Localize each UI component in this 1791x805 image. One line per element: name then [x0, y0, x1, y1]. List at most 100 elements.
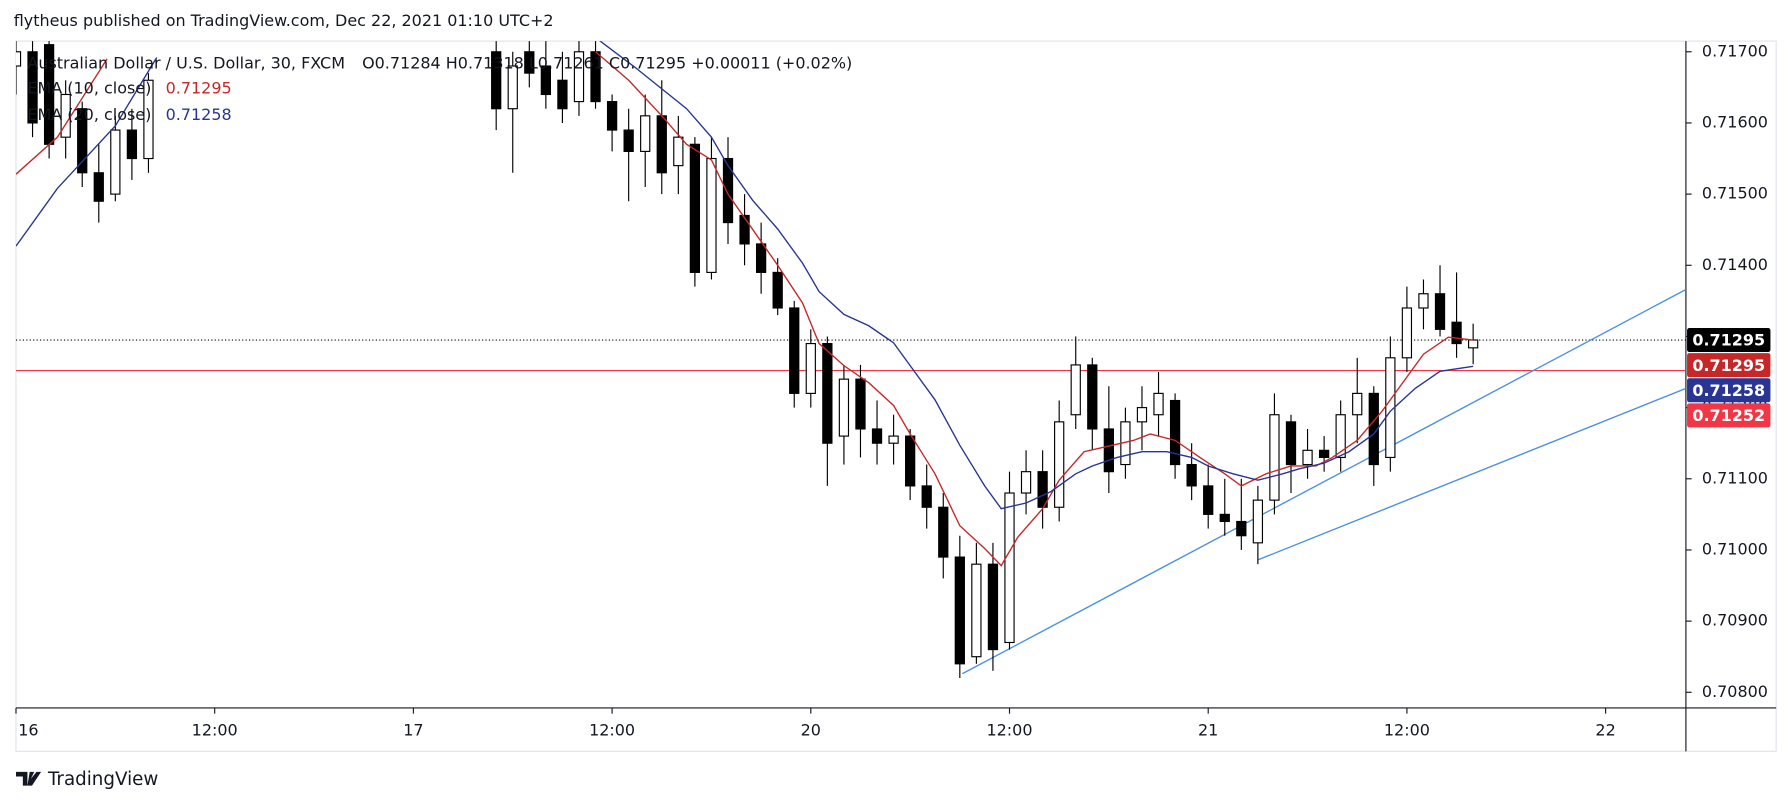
candle-body — [689, 143, 701, 273]
footer-text: TradingView — [47, 769, 158, 790]
candle-body — [656, 115, 667, 174]
y-tick-label: 0.71500 — [1702, 184, 1768, 203]
candle-body — [1418, 293, 1429, 309]
x-tick-label: 20 — [801, 720, 821, 739]
y-tick-label: 0.70800 — [1702, 682, 1768, 701]
candle-body — [143, 79, 154, 160]
candle-body — [673, 136, 684, 167]
y-tick-label: 0.71100 — [1702, 468, 1768, 487]
candle-body — [871, 428, 883, 444]
candle-body — [1054, 421, 1065, 508]
candle-body — [623, 129, 634, 152]
candle-body — [1020, 471, 1032, 494]
candle-body — [1401, 307, 1413, 359]
candle-body — [1467, 339, 1479, 349]
candle-body — [772, 271, 783, 309]
ema-line — [15, 51, 1474, 567]
candle-body — [1103, 428, 1114, 473]
trendline — [961, 288, 1686, 675]
candle-body — [706, 157, 717, 273]
candle-body — [1169, 399, 1181, 466]
price-label: 0.71252 — [1692, 406, 1765, 425]
candle-body — [1186, 463, 1197, 487]
candle-body — [987, 563, 999, 651]
candle-body — [1070, 364, 1081, 416]
candle-body — [1318, 449, 1330, 459]
price-label-bg — [1687, 353, 1771, 378]
candle-body — [640, 115, 651, 152]
x-tick-label: 21 — [1198, 720, 1218, 739]
candle-body — [1037, 471, 1048, 508]
candle-body — [739, 214, 750, 245]
legend-value: 0.71295 — [166, 79, 232, 98]
candle-body — [1203, 485, 1214, 515]
price-label-bg — [1687, 328, 1771, 352]
candle-body — [954, 556, 965, 665]
candle-body — [15, 51, 22, 67]
ema-line — [15, 41, 1474, 510]
candle-body — [1004, 492, 1015, 644]
plot-area — [15, 41, 1686, 679]
candle-body — [524, 51, 535, 74]
x-tick-label: 12:00 — [589, 720, 635, 739]
candle-body — [855, 378, 866, 430]
candle-body — [1434, 293, 1446, 330]
candle-body — [1285, 421, 1297, 466]
candle-body — [1335, 414, 1346, 459]
symbol-title: Australian Dollar / U.S. Dollar, 30, FXC… — [27, 53, 345, 72]
y-tick-label: 0.70900 — [1702, 611, 1768, 630]
ohlc-text: O0.71284 H0.71318 L0.71261 C0.71295 +0.0… — [362, 53, 852, 72]
candle-body — [1352, 392, 1363, 416]
x-tick-label: 17 — [403, 720, 423, 739]
candle-body — [1236, 520, 1247, 537]
candle-body — [93, 172, 104, 202]
x-tick-label: 22 — [1595, 720, 1615, 739]
candle-body — [938, 506, 949, 558]
candle-body — [838, 378, 850, 437]
candle-body — [606, 101, 618, 131]
candle-body — [1252, 499, 1264, 544]
x-tick-label: 12:00 — [986, 720, 1032, 739]
chart-frame — [15, 40, 1777, 752]
y-tick-label: 0.71700 — [1702, 41, 1768, 60]
candle-body — [126, 129, 138, 160]
y-tick-label: 0.71000 — [1702, 539, 1768, 558]
candle-body — [77, 108, 88, 174]
price-label: 0.71295 — [1692, 356, 1765, 375]
candle-body — [905, 435, 916, 487]
y-tick-label: 0.71400 — [1702, 255, 1768, 274]
candle-body — [1087, 364, 1098, 430]
candle-body — [789, 307, 800, 394]
candle-body — [755, 243, 767, 273]
candle-body — [1219, 513, 1230, 523]
candle-body — [822, 342, 833, 444]
price-label: 0.71295 — [1692, 331, 1765, 350]
candle-body — [805, 342, 816, 394]
candle-body — [1136, 407, 1148, 423]
candle-body — [491, 51, 502, 110]
candle-body — [1368, 392, 1379, 466]
y-tick-label: 0.71600 — [1702, 112, 1768, 131]
legend: Australian Dollar / U.S. Dollar, 30, FXC… — [27, 53, 852, 123]
axes: 0.717000.716000.715000.714000.713000.712… — [15, 41, 1771, 739]
candle-body — [921, 485, 932, 508]
candle-body — [971, 563, 982, 658]
legend-name: EMA (10, close) — [27, 79, 151, 98]
candle-body — [573, 51, 585, 103]
candle-body — [27, 51, 38, 124]
candle-body — [557, 79, 568, 110]
x-tick-label: 12:00 — [192, 720, 238, 739]
trendline — [1257, 387, 1686, 561]
price-label-bg — [1687, 378, 1771, 403]
price-label-bg — [1687, 403, 1771, 428]
candle-body — [1451, 321, 1462, 345]
x-tick-label: 16 — [18, 720, 38, 739]
candle-body — [540, 65, 552, 96]
candle-body — [888, 435, 899, 444]
candle-body — [507, 65, 518, 110]
candle-body — [110, 129, 121, 195]
header: flytheus published on TradingView.com, D… — [14, 11, 554, 30]
